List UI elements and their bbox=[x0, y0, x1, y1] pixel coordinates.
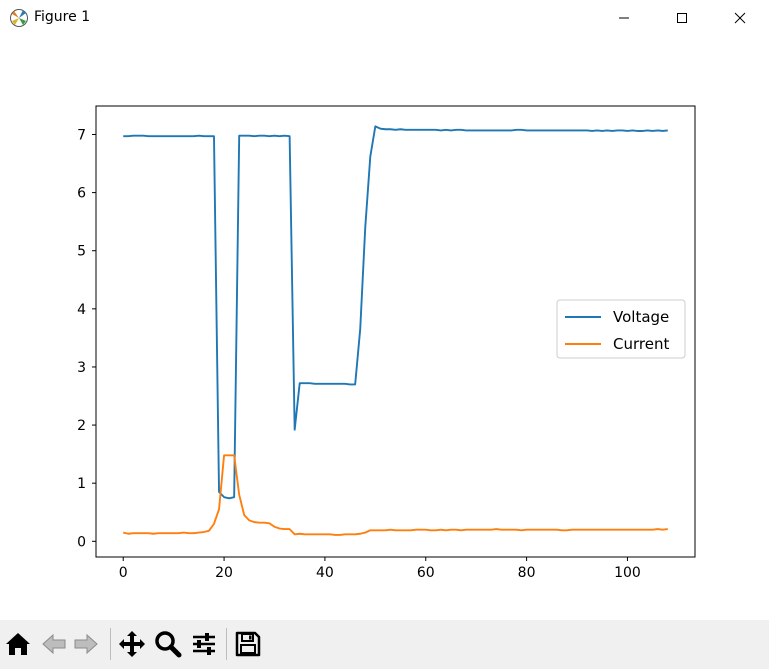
close-icon bbox=[734, 12, 746, 24]
series-line-voltage bbox=[123, 125, 668, 500]
x-tick-label: 20 bbox=[215, 565, 233, 581]
figure-canvas[interactable]: 0 20 40 60 80 100 0 1 2 3 4 5 6 7 Voltage Current bbox=[0, 36, 769, 620]
x-tick-label: 40 bbox=[316, 565, 334, 581]
window-title: Figure 1 bbox=[34, 9, 91, 25]
back-button[interactable] bbox=[40, 630, 68, 658]
pan-icon bbox=[119, 631, 145, 657]
close-button[interactable] bbox=[717, 0, 763, 36]
zoom-button[interactable] bbox=[154, 630, 182, 658]
y-tick-label: 4 bbox=[77, 302, 86, 318]
x-tick-label: 60 bbox=[417, 565, 435, 581]
forward-button[interactable] bbox=[72, 630, 100, 658]
y-tick-label: 7 bbox=[77, 127, 86, 143]
legend-label: Current bbox=[613, 335, 669, 353]
forward-icon bbox=[74, 633, 98, 655]
x-tick-label: 0 bbox=[119, 565, 128, 581]
maximize-button[interactable] bbox=[659, 0, 705, 36]
y-tick-label: 6 bbox=[77, 186, 86, 202]
axes-frame bbox=[95, 105, 696, 558]
home-icon bbox=[6, 633, 30, 655]
toolbar-separator bbox=[226, 628, 227, 660]
y-tick-label: 3 bbox=[77, 360, 86, 376]
navigation-toolbar bbox=[0, 620, 769, 669]
series-line-current bbox=[123, 454, 668, 536]
y-tick-label: 1 bbox=[77, 476, 86, 492]
toolbar-separator bbox=[110, 628, 111, 660]
zoom-icon bbox=[155, 631, 182, 658]
legend-label: Voltage bbox=[613, 308, 669, 326]
maximize-icon bbox=[677, 13, 687, 23]
y-tick-label: 0 bbox=[77, 534, 86, 550]
x-tick-label: 100 bbox=[614, 565, 641, 581]
save-icon bbox=[235, 631, 261, 657]
y-tick-label: 5 bbox=[77, 244, 86, 260]
configure-subplots-icon bbox=[193, 633, 215, 655]
home-button[interactable] bbox=[4, 630, 32, 658]
x-tick-label: 80 bbox=[518, 565, 536, 581]
minimize-icon bbox=[619, 17, 629, 19]
minimize-button[interactable] bbox=[601, 0, 647, 36]
save-button[interactable] bbox=[234, 630, 262, 658]
pan-button[interactable] bbox=[118, 630, 146, 658]
configure-subplots-button[interactable] bbox=[190, 630, 218, 658]
y-tick-label: 2 bbox=[77, 418, 86, 434]
title-bar: Figure 1 bbox=[0, 0, 769, 36]
matplotlib-icon bbox=[9, 8, 29, 28]
line-chart: 0 20 40 60 80 100 0 1 2 3 4 5 6 7 Voltage Current bbox=[77, 105, 696, 581]
back-icon bbox=[42, 633, 66, 655]
